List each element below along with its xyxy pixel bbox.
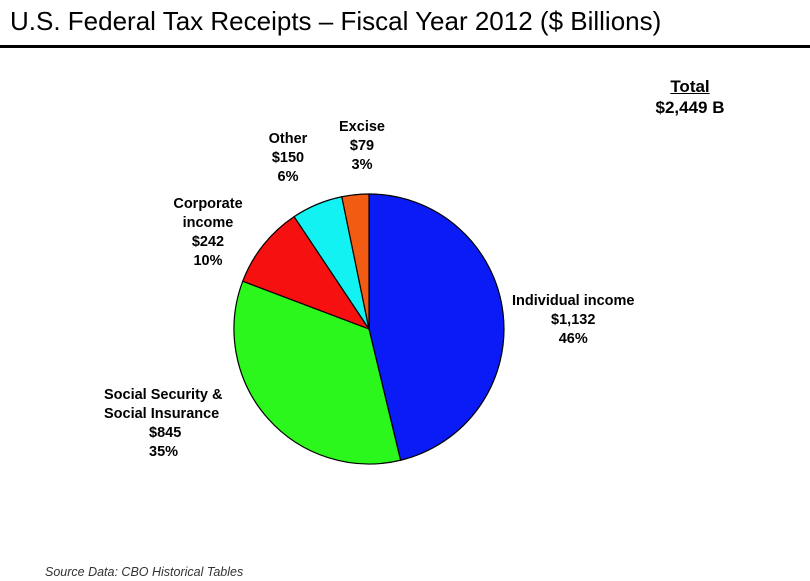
label-individual-name: Individual income <box>512 293 635 309</box>
label-corporate-value: $242 <box>191 234 225 250</box>
label-corporate-name-2: income <box>182 215 234 231</box>
pie-slice-individual <box>368 193 505 461</box>
label-other-value: $150 <box>271 150 305 166</box>
label-other-name: Other <box>268 131 308 147</box>
total-block: Total $2,449 B <box>640 76 740 118</box>
chart-title: U.S. Federal Tax Receipts – Fiscal Year … <box>10 6 662 36</box>
label-excise-value: $79 <box>349 138 375 154</box>
source-note: Source Data: CBO Historical Tables <box>45 565 244 579</box>
label-individual: Individual income $1,132 46% <box>512 292 634 349</box>
label-individual-value: $1,132 <box>551 312 596 328</box>
label-other-pct: 6% <box>277 169 299 185</box>
label-social-value: $845 <box>149 425 182 441</box>
label-social-name-1: Social Security & <box>104 387 223 403</box>
label-social: Social Security & Social Insurance $845 … <box>104 386 222 462</box>
total-value: $2,449 B <box>655 98 725 117</box>
label-individual-pct: 46% <box>558 331 588 347</box>
pie-slice-corporate <box>241 215 371 331</box>
pie-slice-social <box>233 280 402 465</box>
pie-slices <box>233 193 505 465</box>
label-social-pct: 35% <box>149 444 179 460</box>
label-excise-name: Excise <box>339 119 385 135</box>
label-other: Other $150 6% <box>260 130 316 187</box>
title-divider <box>0 45 810 48</box>
label-corporate-pct: 10% <box>193 253 223 269</box>
label-social-name-2: Social Insurance <box>104 406 220 422</box>
label-corporate: Corporate income $242 10% <box>163 195 253 271</box>
label-excise: Excise $79 3% <box>332 118 392 175</box>
label-corporate-name-1: Corporate <box>173 196 243 212</box>
pie-slice-excise <box>341 193 370 330</box>
total-label: Total <box>670 77 710 96</box>
label-excise-pct: 3% <box>351 157 373 173</box>
